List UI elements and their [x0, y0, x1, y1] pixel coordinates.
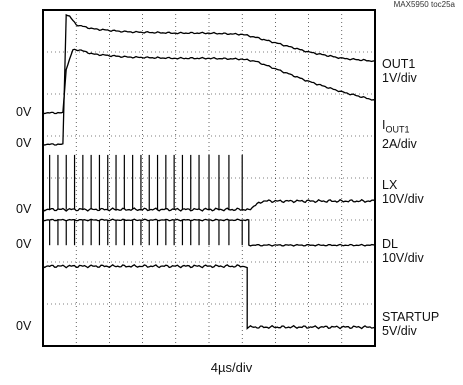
plot-frame [42, 9, 376, 347]
startup-trace [42, 263, 376, 330]
lx-channel-label: LX 10V/div [382, 178, 424, 206]
timebase-label: 4µs/div [210, 360, 253, 375]
dl-label-line: 10V/div [382, 251, 424, 265]
startup-label-line: STARTUP [382, 310, 440, 324]
iout1-channel-label: IOUT1 2A/div [382, 118, 417, 151]
out1-label-line: OUT1 [382, 57, 416, 71]
lx-label-line: LX [382, 178, 398, 192]
iout1-zero-label: 0V [16, 104, 32, 119]
startup-zero-label: 0V [16, 319, 32, 334]
out1-label-line: 1V/div [382, 71, 417, 85]
out1-zero-label: 0V [16, 136, 32, 151]
trace-group [42, 13, 376, 330]
dl-channel-label: DL 10V/div [382, 237, 424, 265]
dl-zero-label: 0V [16, 237, 32, 252]
iout1-label-main: I [382, 118, 386, 132]
dl-label-line: DL [382, 237, 398, 251]
lx-zero-label: 0V [16, 201, 32, 216]
out1-trace [42, 13, 376, 146]
iout1-trace [42, 48, 376, 115]
figure-id: MAX5950 toc25a [393, 0, 455, 9]
startup-channel-label: STARTUP 5V/div [382, 310, 439, 338]
lx-label-line: 10V/div [382, 192, 424, 206]
dl-trace [42, 218, 376, 247]
iout1-label-scale: 2A/div [382, 136, 417, 151]
iout1-label-sub: OUT1 [385, 124, 410, 135]
out1-channel-label: OUT1 1V/div [382, 57, 417, 85]
startup-label-line: 5V/div [382, 324, 417, 338]
